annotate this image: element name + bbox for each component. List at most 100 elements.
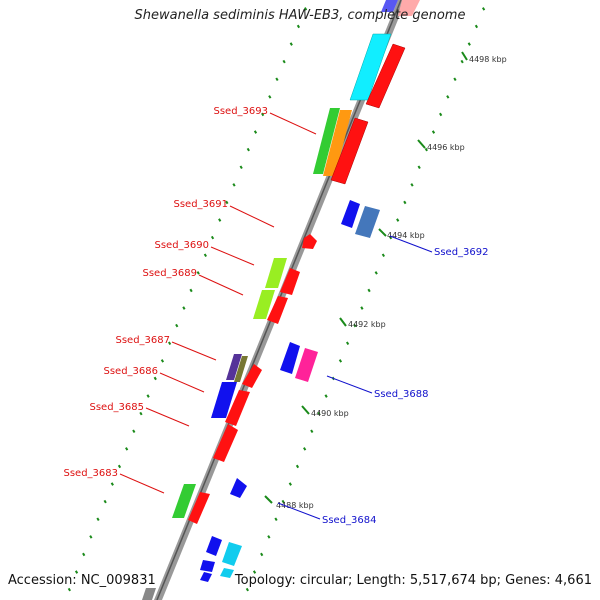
gene-magenta-3688[interactable]	[295, 348, 318, 382]
inner-dot	[74, 570, 79, 574]
outer-dot	[367, 288, 371, 293]
gene-red-3691[interactable]	[302, 234, 317, 249]
outer-dot	[324, 394, 328, 398]
inner-dot	[303, 7, 308, 11]
leader-3689	[198, 274, 244, 296]
leader-3685	[145, 407, 190, 427]
outer-dot	[360, 306, 364, 310]
scale-ticks	[264, 51, 468, 504]
outer-dot	[374, 271, 378, 275]
gene-orange-3693[interactable]	[323, 110, 352, 176]
label-ssed-3688[interactable]: Ssed_3688	[374, 389, 429, 400]
label-ssed-3683[interactable]: Ssed_3683	[63, 468, 118, 479]
gene-purple-3687[interactable]	[226, 354, 242, 380]
scale-label-4490: 4490 kbp	[311, 409, 349, 418]
outer-dot	[345, 341, 350, 346]
inner-dot	[182, 306, 186, 310]
label-ssed-3693[interactable]: Ssed_3693	[213, 106, 268, 117]
inner-dot	[189, 288, 193, 293]
label-ssed-3691[interactable]: Ssed_3691	[173, 199, 228, 210]
scale-tick-4496	[417, 139, 426, 149]
forward-strand-genes	[142, 0, 420, 600]
gene-steelblue-3692[interactable]	[355, 206, 380, 238]
inner-dot	[282, 59, 286, 64]
reverse-strand-genes	[220, 200, 380, 578]
gene-green-3683[interactable]	[172, 484, 196, 518]
inner-dot	[103, 499, 107, 504]
outer-dot	[417, 165, 421, 170]
gene-green-3693[interactable]	[313, 108, 340, 174]
gene-red-3683[interactable]	[188, 492, 210, 524]
inner-dot	[218, 218, 222, 222]
gene-gray-bottom[interactable]	[142, 588, 156, 600]
gene-blue-3684[interactable]	[230, 478, 247, 498]
gene-blue-3686[interactable]	[211, 382, 237, 418]
gene-pink-top[interactable]	[398, 0, 420, 16]
label-ssed-3692[interactable]: Ssed_3692	[434, 247, 489, 258]
inner-dot	[132, 429, 136, 434]
gene-red-3693[interactable]	[330, 117, 369, 185]
map-title: Shewanella sediminis HAW-EB3, complete g…	[134, 8, 466, 23]
inner-dot	[253, 130, 258, 134]
inner-dot	[225, 200, 229, 205]
inner-dot	[139, 411, 143, 416]
inner-dot	[232, 183, 236, 187]
gene-cyan-bottom-2[interactable]	[220, 568, 234, 578]
gene-red-top[interactable]	[365, 43, 406, 109]
outer-dot	[410, 183, 414, 187]
gene-red-3690[interactable]	[280, 268, 300, 295]
label-ssed-3685[interactable]: Ssed_3685	[89, 402, 144, 413]
inner-dot	[96, 517, 100, 522]
outer-dot	[353, 323, 357, 328]
inner-dot	[239, 165, 243, 170]
scale-tick-4490	[301, 405, 310, 415]
outer-dot	[424, 147, 428, 152]
gene-blue-bottom-2[interactable]	[200, 560, 215, 572]
inner-dot	[261, 112, 265, 117]
label-ssed-3690[interactable]: Ssed_3690	[154, 240, 209, 251]
gene-red-3689[interactable]	[267, 296, 288, 324]
outer-dot	[303, 447, 307, 451]
outer-dot	[267, 535, 271, 539]
leader-3692	[389, 235, 433, 253]
inner-dot	[82, 552, 86, 557]
leader-3683	[119, 473, 165, 494]
inner-dot	[210, 235, 215, 240]
outer-dot	[467, 42, 471, 46]
leader-3687	[171, 341, 217, 361]
outer-dot	[288, 482, 292, 486]
outer-dot	[446, 95, 450, 99]
genome-stats-text: Topology: circular; Length: 5,517,674 bp…	[234, 573, 592, 588]
scale-tick-4492	[339, 317, 347, 327]
leader-3690	[210, 246, 255, 266]
scale-tick-4498	[461, 51, 468, 61]
scale-label-4492: 4492 kbp	[348, 320, 386, 329]
gene-blue-bottom-3[interactable]	[200, 572, 212, 582]
outer-dot	[431, 130, 436, 134]
gene-red-3685[interactable]	[213, 424, 238, 462]
gene-blue-bottom-1[interactable]	[206, 536, 222, 556]
label-ssed-3684[interactable]: Ssed_3684	[322, 515, 377, 526]
inner-dot	[89, 535, 93, 539]
gene-blue-3692[interactable]	[341, 200, 360, 228]
gene-lime-3690[interactable]	[265, 258, 287, 288]
gene-red-3687[interactable]	[242, 364, 262, 388]
gene-blue-3688[interactable]	[280, 342, 300, 374]
outer-dot	[310, 429, 314, 434]
label-ssed-3686[interactable]: Ssed_3686	[103, 366, 158, 377]
gene-lime-3689[interactable]	[253, 290, 275, 319]
scale-label-4488: 4488 kbp	[276, 501, 314, 510]
gene-blue-top[interactable]	[381, 0, 398, 12]
label-ssed-3687[interactable]: Ssed_3687	[115, 335, 170, 346]
outer-dot	[274, 517, 278, 522]
outer-dot	[396, 218, 400, 222]
accession-text: Accession: NC_009831	[8, 573, 156, 588]
outer-dot	[317, 411, 321, 416]
gene-olive-3687[interactable]	[234, 356, 248, 382]
outer-dot	[388, 235, 393, 240]
label-ssed-3689[interactable]: Ssed_3689	[142, 268, 197, 279]
gene-cyan-bottom-1[interactable]	[222, 542, 242, 566]
scale-label-4498: 4498 kbp	[469, 55, 507, 64]
leader-3691	[229, 205, 275, 228]
gene-red-3686[interactable]	[225, 390, 250, 426]
